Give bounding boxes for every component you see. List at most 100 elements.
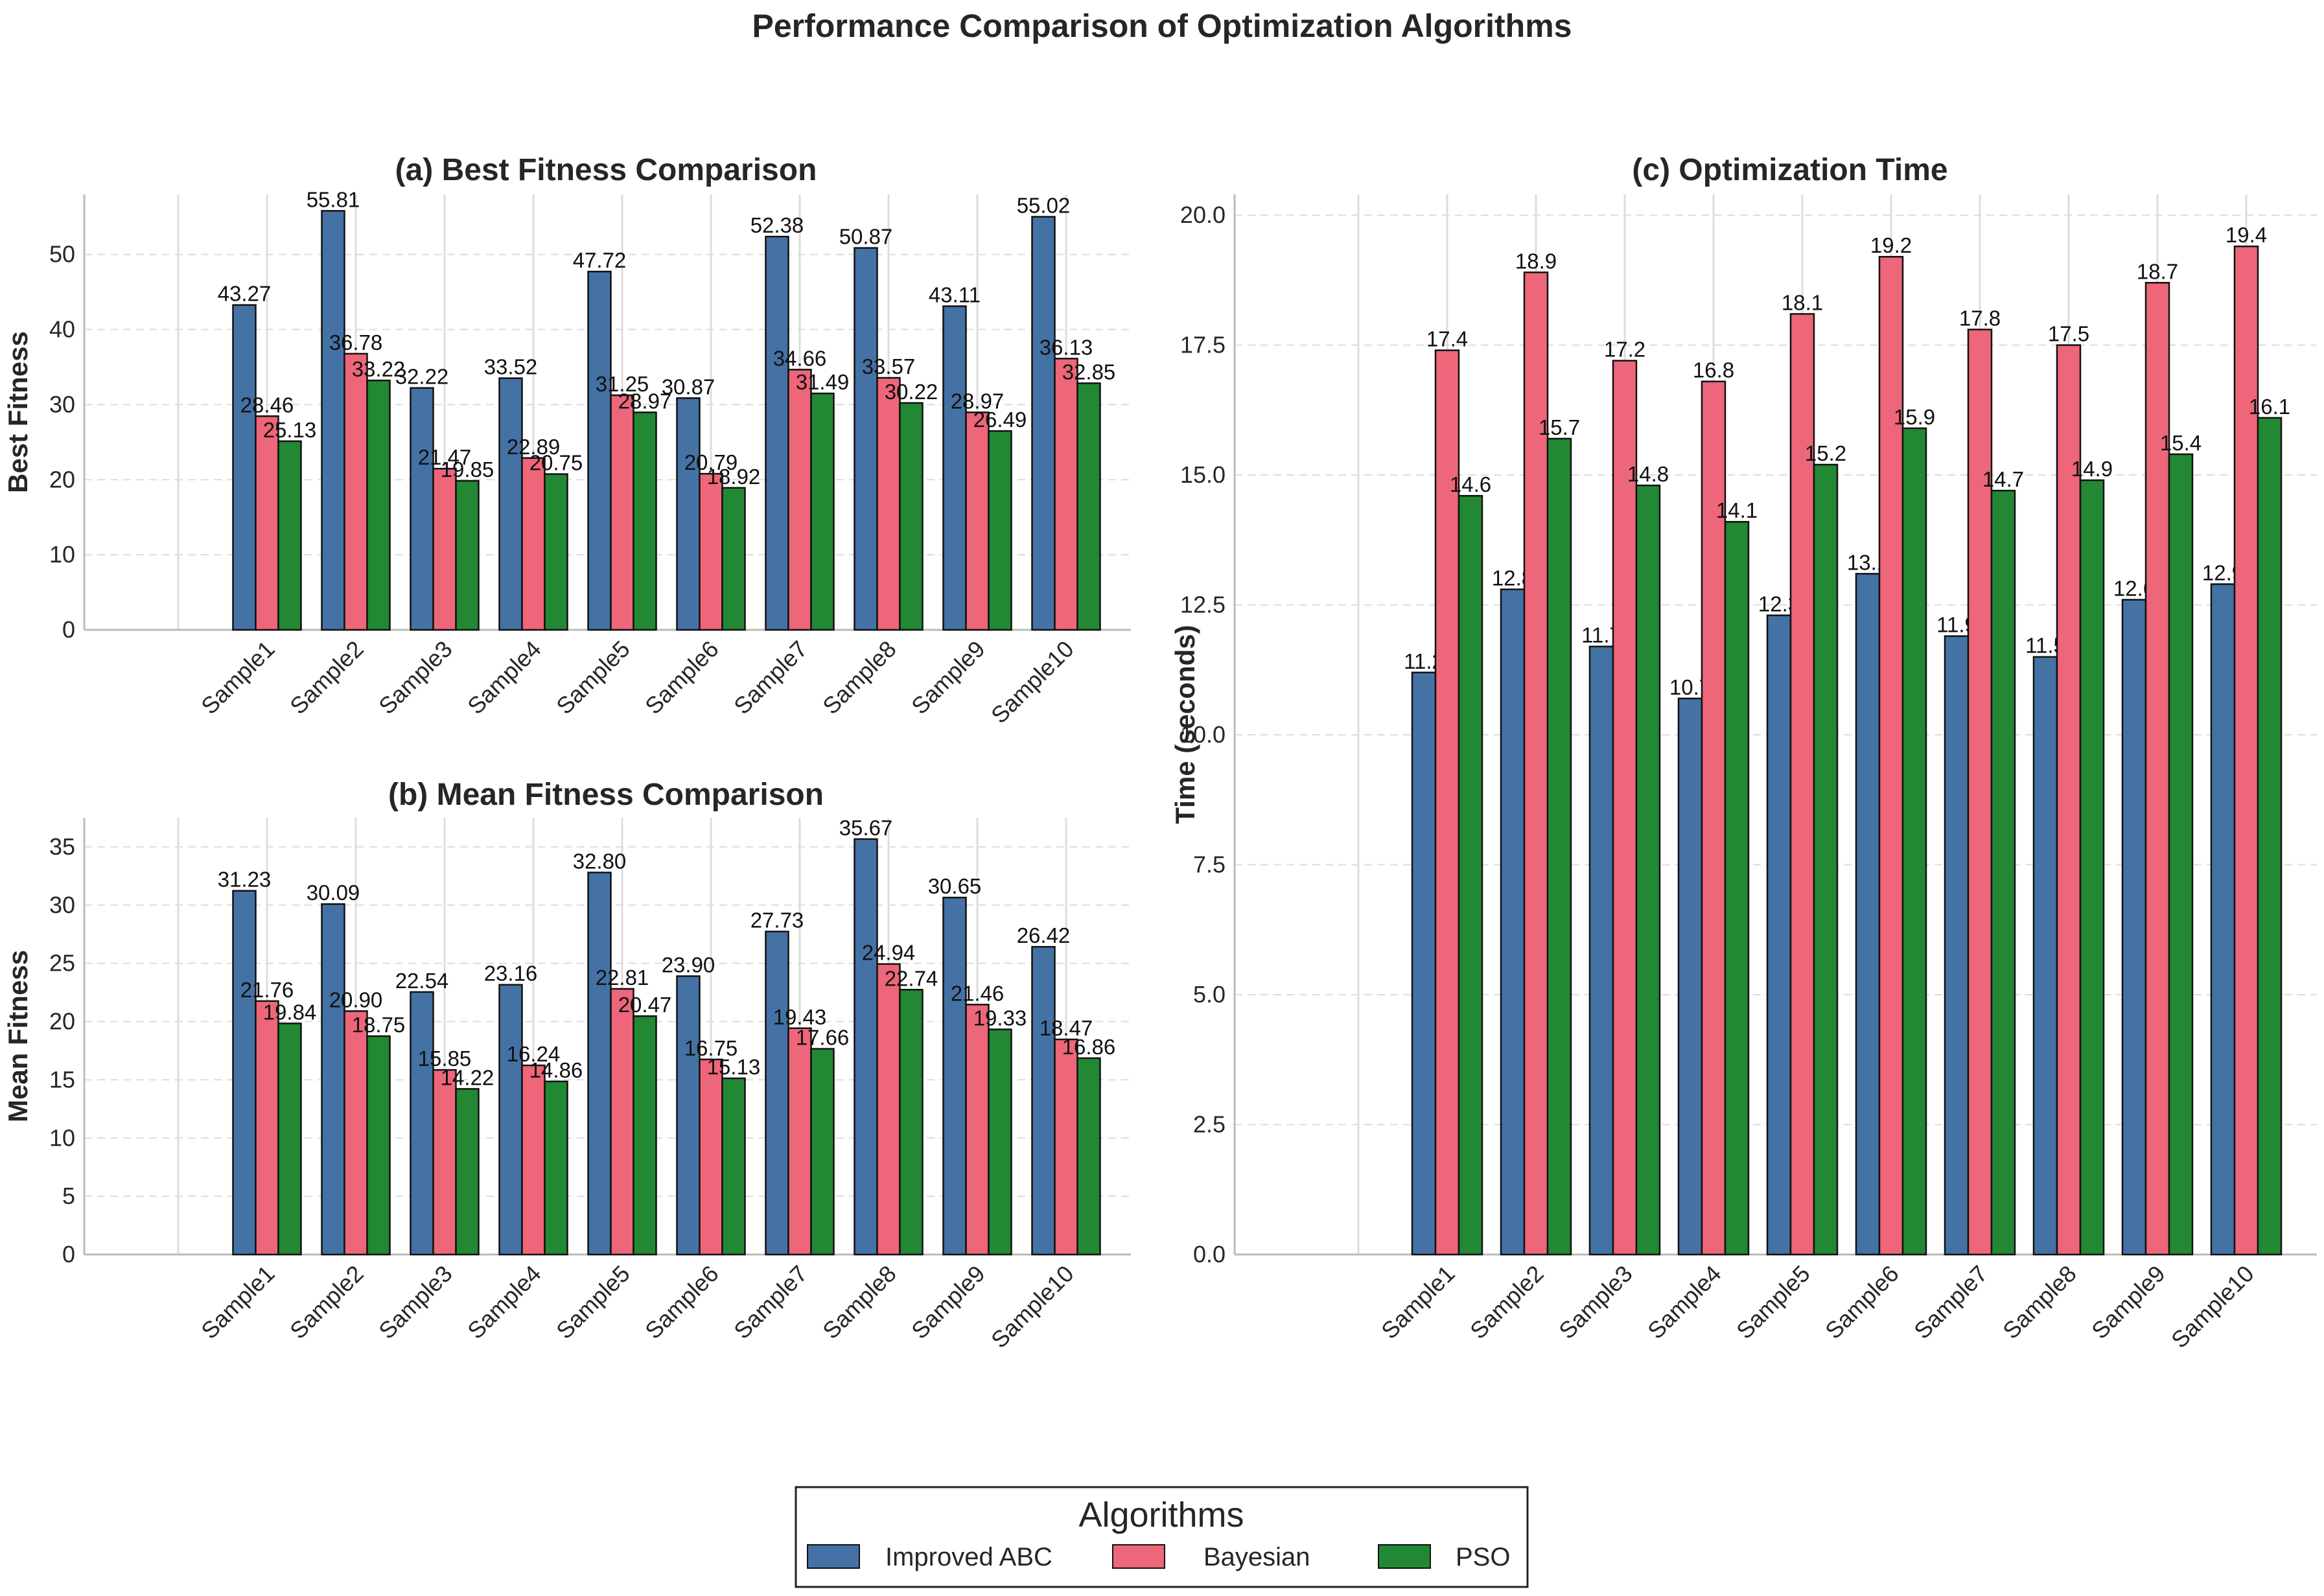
panel-title: (c) Optimization Time [1632, 153, 1947, 187]
bar [1523, 272, 1549, 1256]
bar [1546, 437, 1572, 1256]
data-label: 14.7 [1982, 467, 2024, 491]
legend-swatch-bayesian [1112, 1544, 1165, 1569]
bar [1635, 484, 1661, 1256]
legend-swatch-pso [1378, 1544, 1431, 1569]
bar [810, 1048, 835, 1256]
bar [942, 896, 967, 1256]
data-label: 15.9 [1894, 405, 1935, 429]
y-axis-label: Best Fitness [3, 331, 33, 493]
bar [1054, 1038, 1078, 1256]
data-label: 33.57 [862, 354, 916, 378]
bar [1588, 645, 1614, 1256]
y-tick-label: 15 [49, 1066, 75, 1093]
bar [498, 377, 523, 631]
data-label: 15.13 [707, 1055, 761, 1079]
data-label: 16.8 [1693, 358, 1734, 382]
bar [2168, 453, 2194, 1256]
bar [610, 988, 634, 1256]
bar [721, 1077, 746, 1256]
y-tick-label: 0 [62, 616, 75, 643]
bar [876, 376, 901, 631]
data-label: 27.73 [750, 908, 804, 932]
bar [942, 305, 967, 631]
bar [277, 1023, 302, 1256]
data-label: 36.13 [1040, 335, 1093, 359]
y-tick-label: 10 [49, 1124, 75, 1151]
bar [544, 1080, 568, 1256]
data-label: 20.79 [684, 450, 738, 474]
data-label: 55.02 [1017, 194, 1071, 218]
bar [1990, 489, 2016, 1256]
bar [610, 394, 634, 631]
data-label: 30.65 [928, 874, 982, 898]
y-tick-label: 40 [49, 316, 75, 343]
bar [854, 247, 878, 631]
bar [810, 392, 835, 631]
legend-label-bayesian: Bayesian [1203, 1543, 1310, 1571]
bar [544, 473, 568, 631]
y-tick-label: 0.0 [1193, 1241, 1226, 1267]
data-label: 28.97 [618, 389, 672, 413]
bar [965, 411, 990, 631]
bar [765, 931, 789, 1256]
bar [988, 430, 1012, 631]
data-label: 16.24 [507, 1042, 561, 1066]
data-label: 34.66 [773, 346, 827, 370]
data-label: 30.22 [885, 380, 938, 404]
bar [2144, 282, 2170, 1256]
bar [432, 1069, 457, 1256]
data-label: 20.90 [329, 988, 383, 1012]
data-label: 15.2 [1805, 441, 1846, 465]
bar [1411, 671, 1437, 1256]
data-label: 14.9 [2071, 457, 2113, 481]
data-label: 18.92 [707, 465, 761, 489]
bar [1434, 349, 1460, 1256]
y-tick-label: 50 [49, 241, 75, 268]
data-label: 19.33 [973, 1006, 1027, 1030]
bar [1031, 216, 1056, 631]
y-tick-label: 20 [49, 1008, 75, 1035]
data-label: 14.22 [441, 1065, 494, 1089]
bar [787, 369, 812, 631]
legend-swatch-improved-abc [807, 1544, 860, 1569]
data-label: 17.8 [1959, 306, 2001, 330]
data-label: 15.85 [418, 1047, 472, 1070]
data-label: 24.94 [862, 941, 916, 965]
data-label: 31.23 [218, 868, 272, 892]
data-label: 17.2 [1604, 338, 1645, 362]
bar [321, 210, 345, 631]
panel-mean-fitness: (b) Mean Fitness Comparison 0 5 10 15 20 25 30… [3, 778, 1131, 1353]
data-label: 33.52 [484, 355, 538, 379]
y-tick-label: 30 [49, 391, 75, 417]
bar [232, 304, 257, 631]
bar [366, 1035, 391, 1256]
data-label: 23.90 [662, 953, 715, 977]
bar [676, 397, 701, 631]
bar [1612, 360, 1638, 1256]
bar [676, 975, 701, 1256]
data-label: 21.76 [240, 978, 294, 1002]
data-label: 14.86 [529, 1058, 583, 1082]
data-label: 43.11 [929, 283, 981, 307]
y-axis-label: Time (seconds) [1170, 625, 1200, 824]
bar [498, 984, 523, 1256]
bar [1789, 313, 1815, 1256]
bar [1766, 614, 1792, 1256]
bar [765, 235, 789, 631]
bar [521, 1064, 546, 1256]
data-label: 26.42 [1017, 923, 1071, 947]
bar [1967, 329, 1993, 1256]
bar [255, 1000, 279, 1256]
bar [366, 379, 391, 631]
data-label: 19.43 [773, 1005, 827, 1029]
bar [1901, 427, 1927, 1256]
bar [455, 480, 480, 631]
bar [410, 387, 434, 631]
data-label: 17.66 [796, 1026, 850, 1050]
bar [1500, 588, 1526, 1256]
data-label: 16.75 [684, 1036, 738, 1060]
bar [854, 838, 878, 1256]
y-tick-label: 35 [49, 833, 75, 860]
data-label: 18.7 [2137, 259, 2178, 283]
